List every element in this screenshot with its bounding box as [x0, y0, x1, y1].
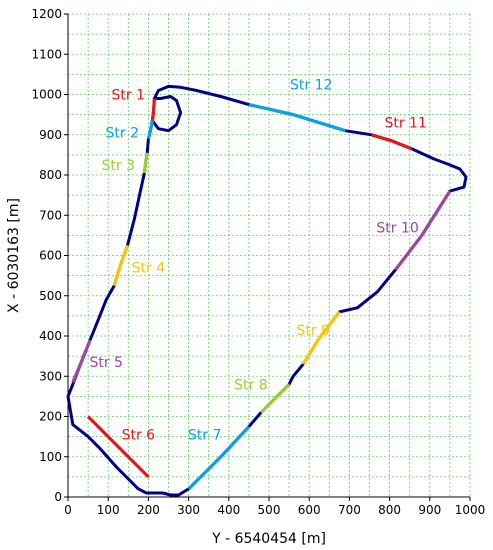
x-tick-label: 400 — [217, 503, 240, 517]
x-tick-label: 700 — [338, 503, 361, 517]
x-tick-label: 800 — [378, 503, 401, 517]
y-tick-label: 800 — [39, 168, 62, 182]
y-tick-label: 1200 — [31, 7, 62, 21]
stretch-label-3: Str 3 — [102, 158, 136, 174]
y-tick-label: 400 — [39, 329, 62, 343]
x-tick-label: 500 — [258, 503, 281, 517]
stretch-segment-1 — [150, 98, 156, 121]
stretch-segment-5 — [71, 339, 92, 383]
x-tick-label: 1000 — [455, 503, 486, 517]
track-loop-path — [150, 95, 183, 133]
y-tick-label: 0 — [54, 490, 62, 504]
axes — [64, 13, 471, 501]
x-tick-label: 900 — [418, 503, 441, 517]
stretch-segment-12 — [248, 103, 346, 133]
stretch-label-8: Str 8 — [234, 377, 268, 393]
stretch-segment-7 — [187, 425, 251, 491]
grid — [67, 13, 471, 498]
x-tick-label: 600 — [298, 503, 321, 517]
stretch-segment-9 — [301, 310, 341, 366]
x-axis-label: Y - 6540454 [m] — [211, 531, 326, 547]
x-tick-label: 100 — [97, 503, 120, 517]
y-tick-label: 1000 — [31, 88, 62, 102]
y-tick-label: 1100 — [31, 47, 62, 61]
y-tick-label: 300 — [39, 369, 62, 383]
y-tick-label: 200 — [39, 410, 62, 424]
stretch-segment-11 — [371, 133, 413, 151]
stretch-label-7: Str 7 — [188, 428, 222, 444]
stretch-segment-10 — [394, 190, 452, 271]
stretch-label-1: Str 1 — [112, 88, 146, 104]
stretch-label-12: Str 12 — [290, 77, 332, 93]
y-axis-label: X - 6030163 [m] — [6, 198, 22, 313]
stretch-label-9: Str 9 — [296, 323, 330, 339]
stretch-label-2: Str 2 — [106, 126, 140, 142]
y-tick-label: 500 — [39, 289, 62, 303]
tick-labels: 0 100 200 300 400 500 600 700 800 900 1000 0 100 200 3… — [31, 7, 485, 517]
stretch-label-6: Str 6 — [122, 428, 156, 444]
x-tick-label: 300 — [177, 503, 200, 517]
stretch-segment-8 — [259, 383, 291, 414]
y-tick-label: 900 — [39, 128, 62, 142]
stretch-label-11: Str 11 — [384, 116, 426, 132]
y-tick-label: 600 — [39, 249, 62, 263]
y-tick-label: 700 — [39, 208, 62, 222]
stretch-label-5: Str 5 — [89, 355, 123, 371]
stretch-segment-3 — [142, 152, 149, 174]
stretch-segments — [71, 98, 452, 491]
x-tick-label: 0 — [64, 503, 72, 517]
y-tick-label: 100 — [39, 450, 62, 464]
stretch-segment-4 — [112, 244, 130, 287]
stretch-segment-2 — [146, 120, 154, 140]
stretch-labels: Str 1 Str 2 Str 3 Str 4 Str 5 Str 6 Str 7 Str 8… — [89, 77, 426, 443]
stretch-segment-6 — [86, 415, 150, 479]
x-tick-label: 200 — [137, 503, 160, 517]
stretch-label-10: Str 10 — [376, 220, 418, 236]
stretch-label-4: Str 4 — [132, 261, 166, 277]
